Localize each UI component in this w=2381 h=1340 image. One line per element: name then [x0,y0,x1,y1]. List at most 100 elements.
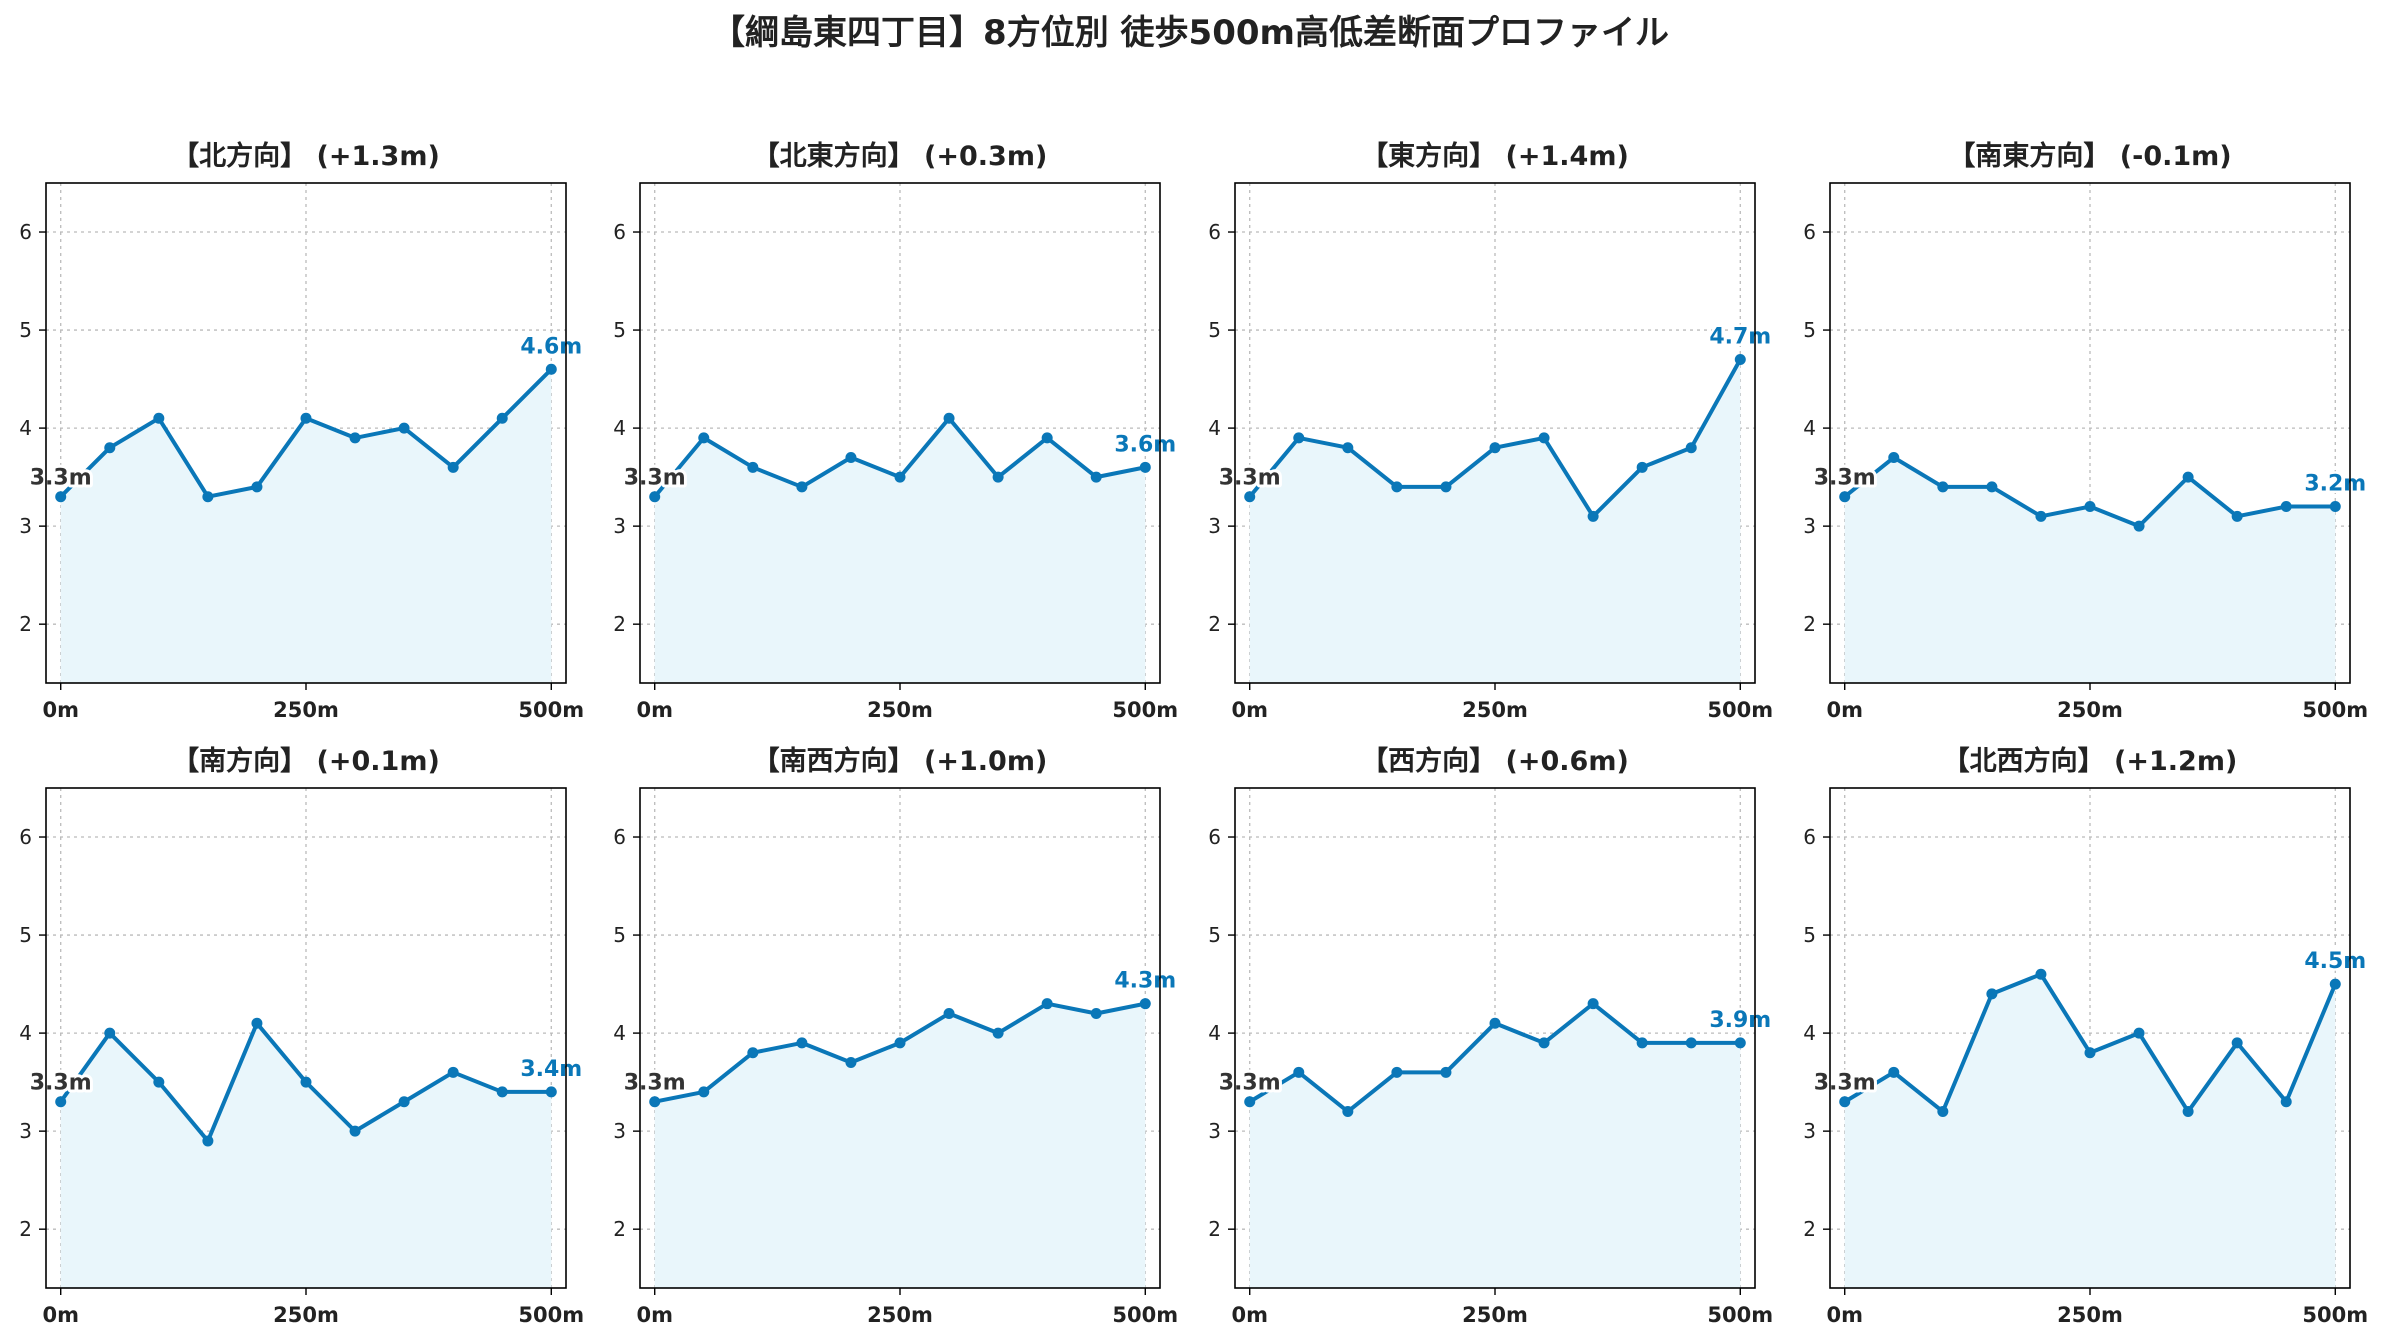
data-point [1440,481,1452,493]
x-tick-label: 500m [2302,698,2368,722]
plot-frame [639,182,1161,684]
figure-title: 【綱島東四丁目】8方位別 徒歩500m高低差断面プロファイル [711,13,1669,53]
data-point [300,1076,312,1088]
data-point [649,491,661,503]
plot-frame [639,787,1161,1289]
data-point [2084,1047,2096,1059]
y-tick-label: 4 [1803,416,1816,440]
chart-panel: 【西方向】 (+0.6m) 0m 250m 500m 2 3 4 5 6 3.3m 3.9m [1208,745,1773,1327]
data-point [398,422,410,434]
data-point [1685,442,1697,454]
data-point [992,471,1004,483]
y-tick-label: 6 [1208,220,1221,244]
data-point [153,1076,165,1088]
y-tick-label: 3 [19,1119,32,1143]
area-fill [60,1023,552,1288]
start-value-label: 3.3m [624,466,686,491]
y-tick-label: 5 [613,923,626,947]
data-point [1342,1106,1354,1118]
data-point [1244,1096,1256,1108]
y-tick-label: 4 [19,416,32,440]
data-point [698,432,710,444]
panel-title: 【北東方向】 (+0.3m) [753,140,1048,172]
data-point [1839,1096,1851,1108]
y-tick-label: 2 [1208,612,1221,636]
data-point [202,491,214,503]
plot-frame [1829,182,2351,684]
data-point [1538,1037,1550,1049]
start-value-label: 3.3m [1219,1071,1281,1096]
data-point [1090,1007,1102,1019]
data-point [251,481,263,493]
data-point [447,1066,459,1078]
x-tick-label: 500m [518,1303,584,1327]
x-tick-label: 500m [1112,698,1178,722]
y-tick-label: 3 [1208,1119,1221,1143]
data-point [1636,1037,1648,1049]
start-value-label: 3.3m [1814,466,1876,491]
y-tick-label: 3 [19,514,32,538]
data-point [796,481,808,493]
data-point [796,1037,808,1049]
chart-panel: 【北西方向】 (+1.2m) 0m 250m 500m 2 3 4 5 6 3.3m 4.5m [1803,745,2368,1327]
y-tick-label: 5 [1803,318,1816,342]
chart-panel: 【南方向】 (+0.1m) 0m 250m 500m 2 3 4 5 6 3.3m 3.4m [19,745,584,1327]
data-point [1440,1066,1452,1078]
data-point [2182,1106,2194,1118]
data-point [2182,471,2194,483]
start-value-label: 3.3m [1814,1071,1876,1096]
y-tick-label: 6 [19,220,32,244]
data-point [894,471,906,483]
y-tick-label: 5 [1208,318,1221,342]
y-tick-label: 2 [19,1217,32,1241]
plot-frame [1234,182,1756,684]
y-tick-label: 5 [1803,923,1816,947]
x-tick-label: 0m [636,698,673,722]
y-tick-label: 5 [19,923,32,947]
panel-title: 【東方向】 (+1.4m) [1361,140,1629,172]
y-tick-label: 6 [613,220,626,244]
data-point [943,412,955,424]
data-point [300,412,312,424]
y-tick-label: 6 [1803,825,1816,849]
data-point [1986,481,1998,493]
chart-panel: 【南東方向】 (-0.1m) 0m 250m 500m 2 3 4 5 6 3.3m 3.2m [1803,140,2368,722]
data-point [894,1037,906,1049]
end-value-label: 4.3m [1114,969,1176,994]
data-point [2280,501,2292,513]
start-value-label: 3.3m [624,1071,686,1096]
y-tick-label: 5 [19,318,32,342]
data-point [1839,491,1851,503]
data-point [1538,432,1550,444]
y-tick-label: 2 [1803,612,1816,636]
data-point [1041,998,1053,1010]
y-tick-label: 5 [613,318,626,342]
data-point [545,363,557,375]
data-point [1391,1066,1403,1078]
y-tick-label: 4 [1803,1021,1816,1045]
data-point [349,432,361,444]
x-tick-label: 0m [1231,1303,1268,1327]
data-point [2084,501,2096,513]
data-point [1090,471,1102,483]
data-point [1041,432,1053,444]
start-value-label: 3.3m [1219,466,1281,491]
data-point [55,491,67,503]
data-point [845,452,857,464]
x-tick-label: 0m [1826,698,1863,722]
x-tick-label: 0m [636,1303,673,1327]
start-value-label: 3.3m [30,1071,92,1096]
x-tick-label: 250m [867,1303,933,1327]
y-tick-label: 3 [1803,1119,1816,1143]
data-point [1888,452,1900,464]
y-tick-label: 6 [1208,825,1221,849]
y-tick-label: 2 [19,612,32,636]
data-point [2329,978,2341,990]
data-point [496,1086,508,1098]
panel-title: 【北西方向】 (+1.2m) [1943,745,2238,777]
data-point [1685,1037,1697,1049]
data-point [1636,461,1648,473]
data-point [2280,1096,2292,1108]
plot-frame [45,182,567,684]
